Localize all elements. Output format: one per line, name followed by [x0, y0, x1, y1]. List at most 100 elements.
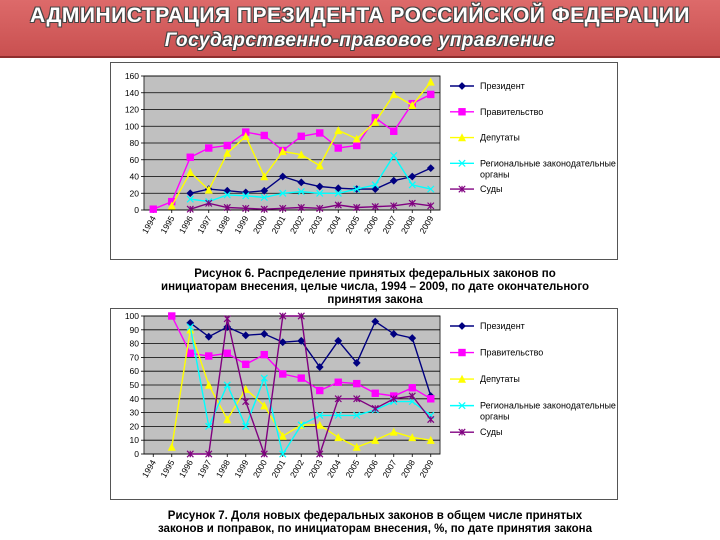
data-point — [260, 205, 268, 213]
legend-swatch-marker — [458, 185, 466, 193]
figure-6-caption-line-2: инициаторам внесения, целые числа, 1994 … — [161, 281, 589, 293]
y-tick-label: 120 — [125, 105, 139, 115]
data-point — [427, 395, 435, 403]
data-point — [186, 195, 194, 203]
data-point — [426, 435, 435, 444]
data-point — [242, 360, 250, 368]
data-point — [334, 433, 343, 442]
data-point — [242, 422, 250, 431]
data-point — [223, 191, 231, 199]
header-banner: АДМИНИСТРАЦИЯ ПРЕЗИДЕНТА РОССИЙСКОЙ ФЕДЕ… — [0, 0, 720, 58]
data-point — [371, 117, 380, 126]
data-point — [223, 349, 231, 357]
data-point — [278, 431, 287, 440]
page-title: АДМИНИСТРАЦИЯ ПРЕЗИДЕНТА РОССИЙСКОЙ ФЕДЕ… — [30, 4, 690, 27]
data-point — [223, 381, 231, 389]
legend-swatch-marker — [458, 82, 466, 90]
legend-item: Президент — [450, 321, 525, 331]
data-point — [408, 334, 417, 342]
y-tick-label: 40 — [130, 172, 140, 182]
data-point — [260, 374, 268, 382]
data-point — [241, 331, 250, 340]
y-tick-label: 70 — [130, 352, 140, 362]
data-point — [352, 359, 361, 367]
data-point — [297, 132, 305, 140]
data-point — [297, 178, 306, 187]
data-point — [186, 167, 195, 177]
data-point — [223, 315, 231, 323]
data-point — [260, 330, 269, 338]
y-tick-label: 60 — [130, 155, 140, 165]
data-point — [204, 332, 213, 341]
data-point — [278, 172, 287, 181]
data-point — [389, 176, 398, 185]
data-point — [334, 189, 342, 197]
data-point — [297, 312, 305, 320]
y-tick-label: 80 — [130, 138, 140, 148]
series-president — [186, 164, 435, 198]
legend-label: Суды — [480, 184, 502, 194]
y-tick-label: 50 — [130, 380, 140, 390]
data-point — [260, 172, 269, 181]
y-tick-label: 20 — [130, 421, 140, 431]
series-deputies — [167, 77, 435, 210]
data-point — [223, 141, 231, 150]
legend-swatch-marker — [458, 322, 466, 330]
data-point — [297, 374, 305, 382]
y-tick-label: 10 — [130, 435, 140, 445]
data-point — [427, 415, 435, 424]
figure-6-chart: 0 20 40 60 80 100 120 140 160 1994 1995 1996 1997 199… — [110, 62, 618, 260]
data-point — [334, 336, 343, 345]
legend-item: Суды — [450, 427, 502, 437]
data-point — [371, 203, 379, 211]
data-point — [371, 404, 379, 413]
series-line — [189, 326, 432, 456]
data-point — [390, 395, 398, 403]
y-tick-label: 100 — [125, 311, 139, 321]
legend-label: Правительство — [480, 107, 543, 117]
data-point — [297, 203, 305, 212]
data-point — [297, 150, 306, 159]
data-point — [279, 189, 287, 197]
data-point — [278, 338, 287, 347]
y-tick-label: 90 — [130, 325, 140, 335]
y-tick-label: 40 — [130, 394, 140, 404]
data-point — [205, 199, 213, 207]
data-point — [223, 186, 232, 195]
data-point — [371, 181, 379, 189]
data-point — [297, 187, 305, 196]
data-point — [353, 141, 361, 150]
legend-item: Депутаты — [450, 133, 520, 143]
data-point — [408, 384, 416, 392]
data-point — [389, 90, 398, 99]
data-point — [241, 131, 250, 140]
y-tick-label: 100 — [125, 121, 139, 131]
data-point — [408, 181, 416, 189]
data-point — [260, 401, 269, 410]
legend-item: Президент — [450, 81, 525, 91]
legend-label: органы — [480, 412, 510, 422]
figure-7-caption: Рисунок 7. Доля новых федеральных законо… — [95, 510, 655, 536]
data-point — [223, 415, 232, 424]
data-point — [260, 450, 268, 458]
figure-6-caption: Рисунок 6. Распределение принятых федера… — [95, 268, 655, 307]
data-point — [371, 185, 380, 193]
series-courts — [186, 312, 435, 458]
data-point — [186, 205, 194, 213]
legend-swatch-marker — [458, 348, 466, 357]
legend-label: Региональные законодательные — [480, 401, 616, 411]
series-regional — [186, 151, 435, 206]
data-point — [427, 185, 435, 193]
data-point — [408, 199, 416, 207]
data-point — [352, 442, 361, 451]
data-point — [316, 204, 324, 212]
data-point — [389, 330, 398, 338]
data-point — [427, 202, 435, 210]
y-tick-label: 140 — [125, 88, 139, 98]
data-point — [167, 442, 176, 451]
legend-item: Правительство — [450, 348, 543, 358]
legend-label: Депутаты — [480, 374, 520, 384]
